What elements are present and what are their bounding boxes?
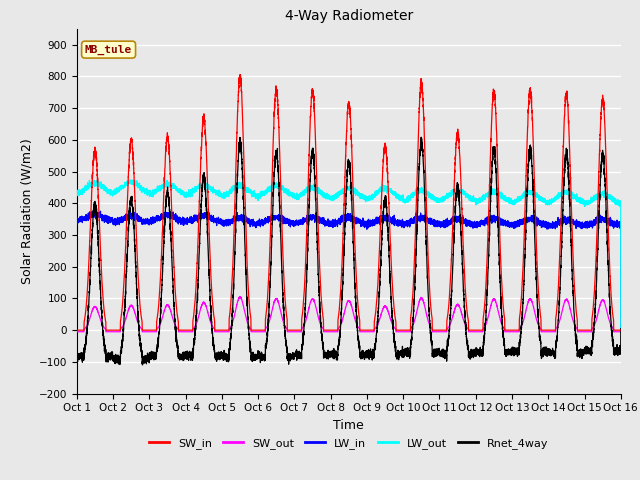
Legend: SW_in, SW_out, LW_in, LW_out, Rnet_4way: SW_in, SW_out, LW_in, LW_out, Rnet_4way — [145, 434, 552, 454]
Text: MB_tule: MB_tule — [85, 45, 132, 55]
Y-axis label: Solar Radiation (W/m2): Solar Radiation (W/m2) — [20, 138, 33, 284]
X-axis label: Time: Time — [333, 419, 364, 432]
Title: 4-Way Radiometer: 4-Way Radiometer — [285, 10, 413, 24]
